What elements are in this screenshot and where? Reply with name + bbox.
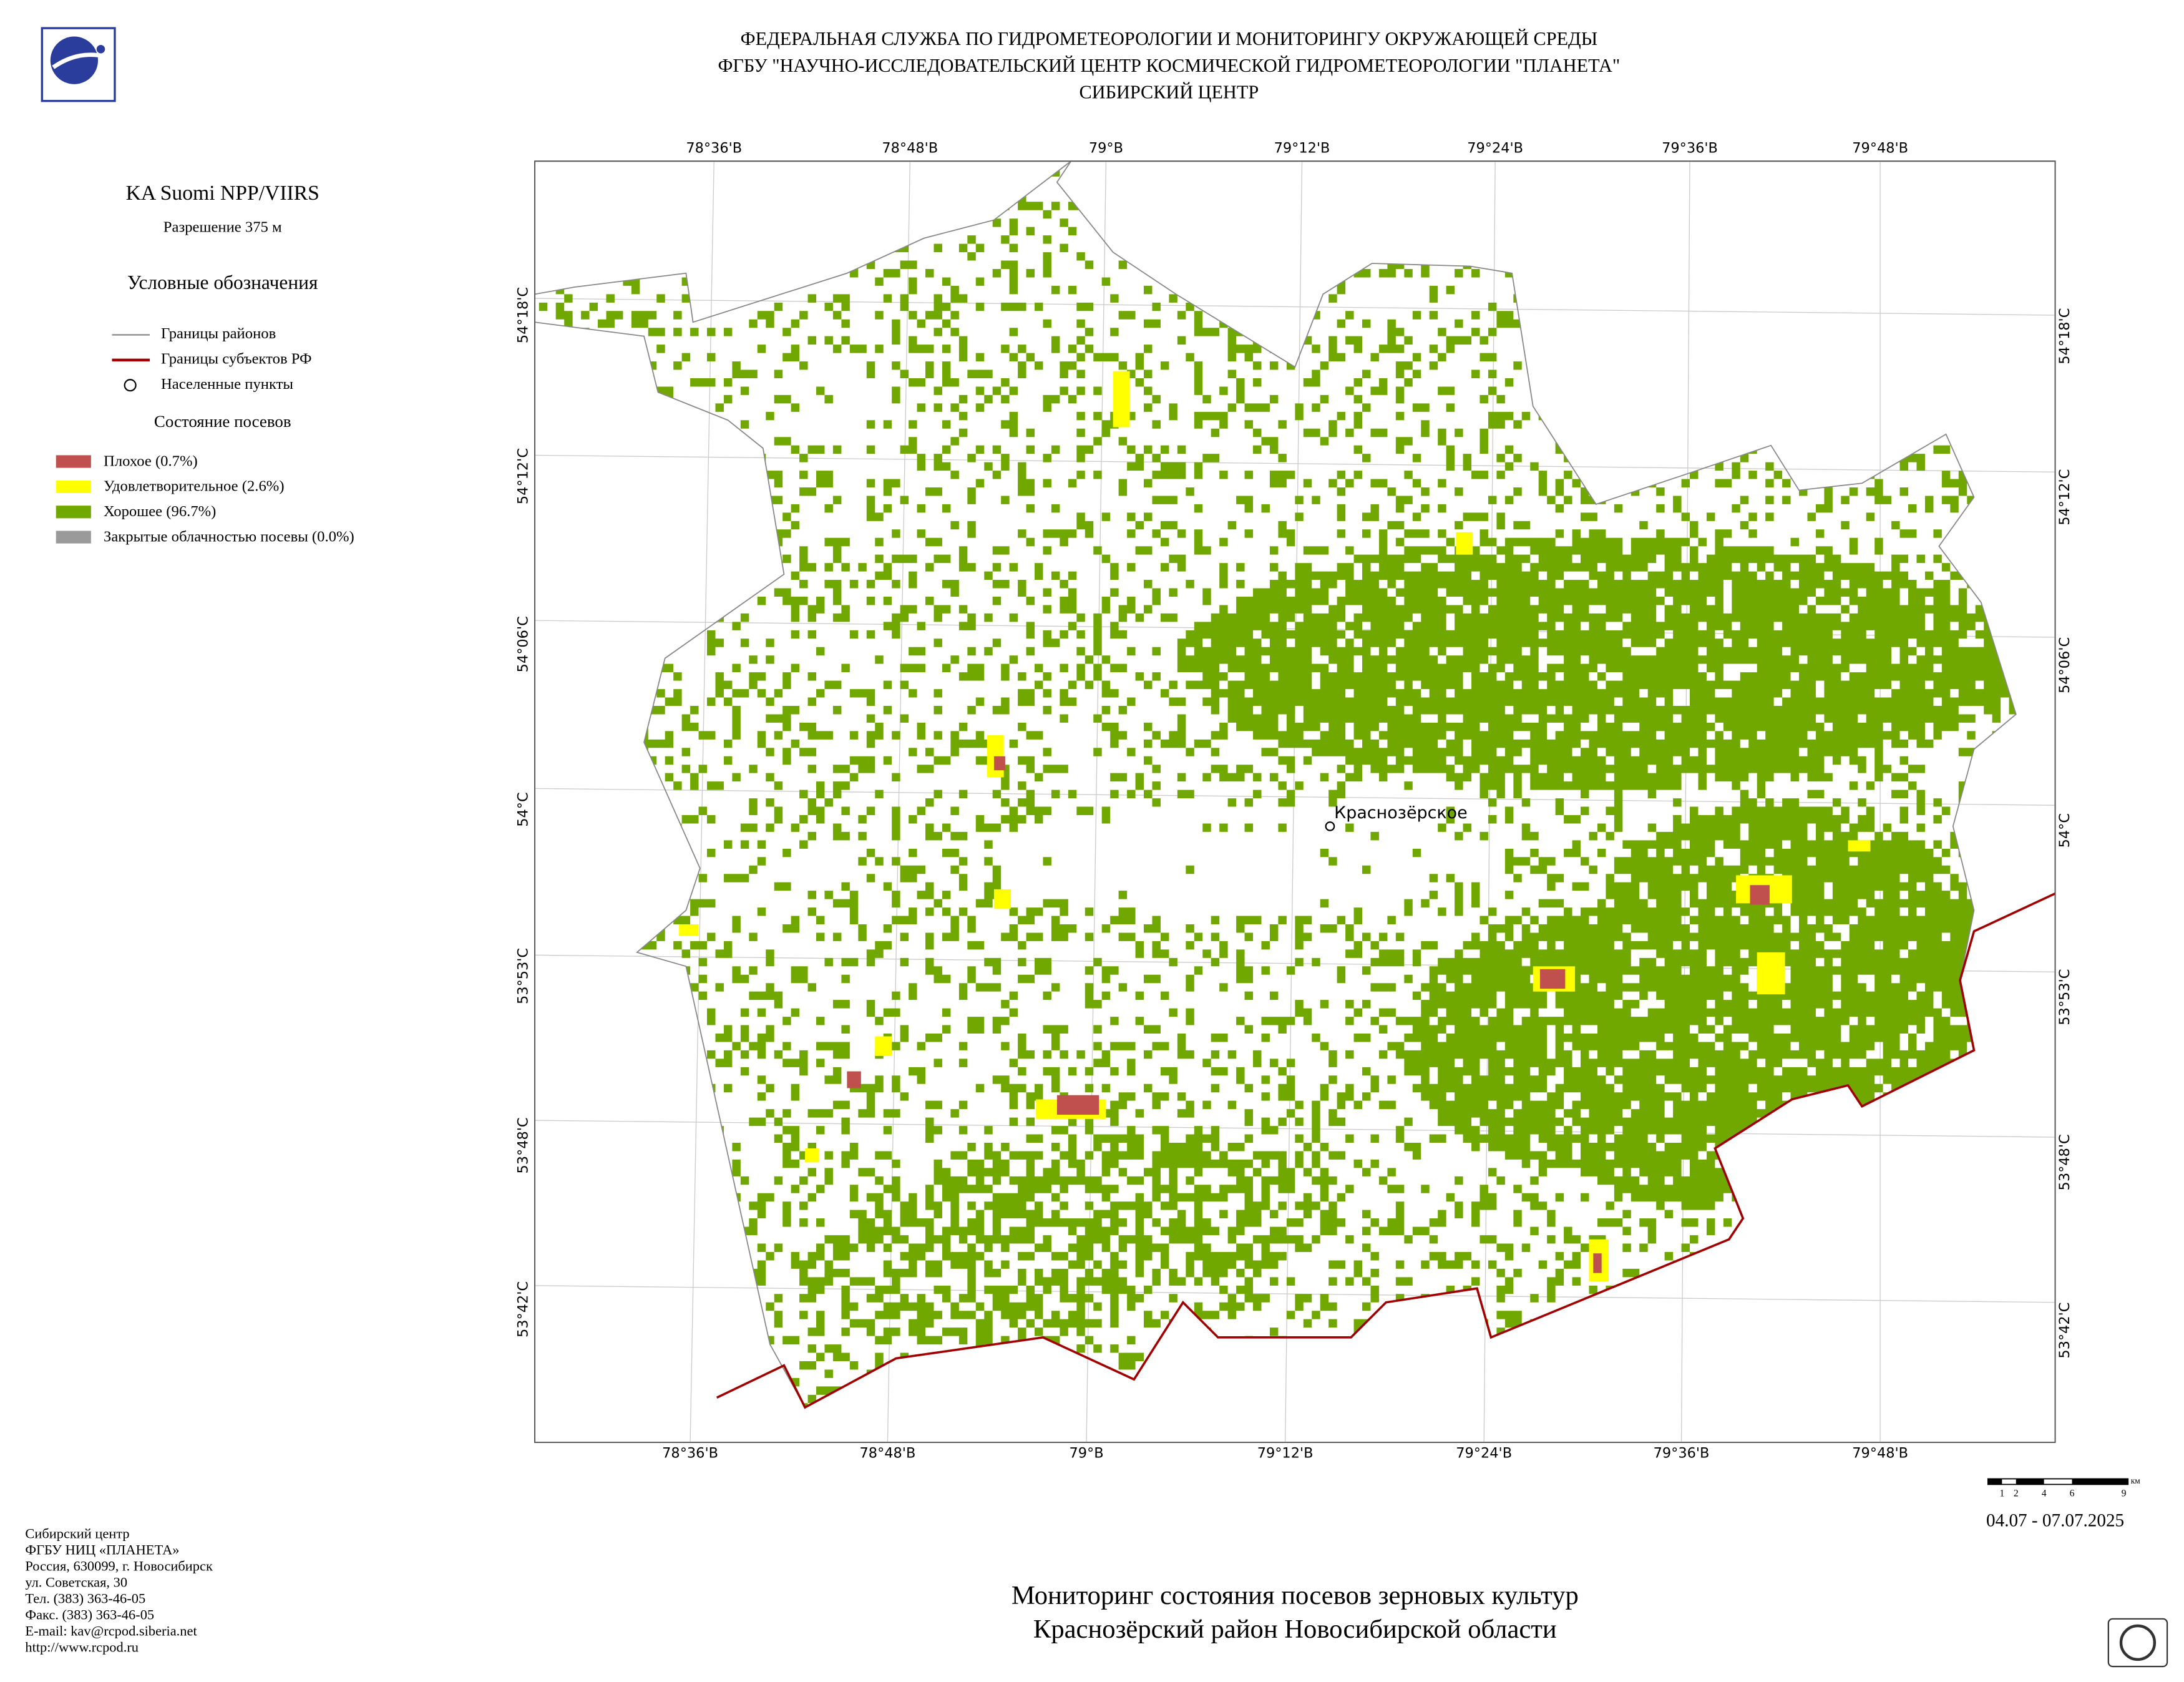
legend-item: Границы субъектов РФ (161, 350, 312, 367)
crop-item: Закрытые облачностью посевы (0.0%) (104, 528, 354, 545)
lat-label: 53°42'С (515, 1281, 532, 1337)
header-line: ФГБУ "НАУЧНО-ИССЛЕДОВАТЕЛЬСКИЙ ЦЕНТР КОС… (718, 55, 1621, 76)
satellite: KA Suomi NPP/VIIRS (126, 182, 319, 205)
footer-line: http://www.rcpod.ru (25, 1640, 139, 1655)
map-frame (534, 160, 2056, 1444)
crop-patch (1757, 952, 1785, 995)
lon-label: 79°В (1069, 1445, 1103, 1462)
lat-label: 53°53'С (515, 948, 532, 1004)
lat-label: 54°18'С (515, 287, 532, 343)
scale-unit: км (2131, 1476, 2141, 1485)
crop-patch (1056, 1095, 1099, 1115)
crop-item: Удовлетворительное (2.6%) (104, 478, 285, 495)
legend-swatch (56, 531, 91, 544)
crop-patch (1113, 371, 1130, 428)
region-border (716, 892, 2056, 1409)
lon-label: 79°36'В (1662, 140, 1718, 157)
map: Краснозёрское 78°36'В 78°48'В 79°В 79°12'В 79… (515, 140, 2073, 1462)
footer-line: ул. Советская, 30 (25, 1574, 127, 1590)
lon-label: 78°36'В (662, 1445, 718, 1462)
lon-label: 78°48'В (860, 1445, 916, 1462)
graticule (690, 161, 714, 1443)
footer-line: Россия, 630099, г. Новосибирск (25, 1558, 213, 1573)
legend-title: Условные обозначения (127, 271, 318, 293)
crop-patch (1750, 885, 1770, 905)
lat-label: 54°С (515, 792, 532, 826)
resolution: Разрешение 375 м (163, 219, 282, 236)
lon-label: 79°48'В (1852, 1445, 1908, 1462)
crop-patch (1593, 1253, 1602, 1273)
legend-swatch (56, 480, 91, 493)
crop-patch (1848, 840, 1871, 852)
lat-label: 53°48'С (2057, 1134, 2073, 1190)
crop-patch (875, 1036, 892, 1056)
footer-line: Сибирский центр (25, 1525, 129, 1541)
settlement-label: Краснозёрское (1334, 803, 1468, 823)
lat-label: 53°53'С (2057, 969, 2073, 1025)
lat-label: 54°12'С (515, 448, 532, 504)
footer-line: Тел. (383) 363-46-05 (25, 1590, 145, 1606)
graticule (535, 298, 2055, 316)
scale-bar (1987, 1478, 2129, 1485)
crop-patch (805, 1148, 819, 1163)
crop-item: Хорошее (96.7%) (104, 503, 216, 520)
lon-label: 78°36'В (686, 140, 742, 157)
date: 04.07 - 07.07.2025 (1986, 1511, 2124, 1531)
lon-label: 79°48'В (1852, 140, 1908, 157)
lon-label: 79°В (1089, 140, 1123, 157)
scale-label: 6 (2070, 1489, 2075, 1499)
lon-label: 78°48'В (882, 140, 938, 157)
lon-label: 79°12'В (1274, 140, 1330, 157)
scale-label: 9 (2122, 1489, 2127, 1499)
lon-label: 79°24'В (1456, 1445, 1512, 1462)
crop-item: Плохое (0.7%) (104, 452, 198, 469)
scale-label: 1 (1999, 1489, 2004, 1499)
footer-line: ФГБУ НИЦ «ПЛАНЕТА» (25, 1542, 179, 1557)
header-line: СИБИРСКИЙ ЦЕНТР (1080, 81, 1259, 102)
crop-patch (993, 756, 1005, 771)
legend-swatch (124, 379, 137, 392)
graticule (535, 1120, 2055, 1138)
footer-line: Факс. (383) 363-46-05 (25, 1606, 154, 1622)
header-line: ФЕДЕРАЛЬНАЯ СЛУЖБА ПО ГИДРОМЕТЕОРОЛОГИИ … (741, 28, 1597, 49)
footer-line: E-mail: kav@rcpod.siberia.net (25, 1623, 197, 1638)
lon-label: 79°36'В (1654, 1445, 1710, 1462)
lon-label: 79°24'В (1467, 140, 1523, 157)
crop-patch (993, 889, 1011, 909)
graticule (1680, 161, 1690, 1443)
lat-label: 54°12'С (2057, 469, 2073, 526)
crop-title: Состояние посевов (154, 412, 291, 431)
crop-patch (679, 924, 699, 936)
lat-label: 54°06'С (2057, 637, 2073, 693)
legend-item: Границы районов (161, 325, 276, 342)
settlement-marker (1325, 821, 1335, 831)
legend-swatch (56, 506, 91, 519)
scale-label: 2 (2014, 1489, 2019, 1499)
lat-label: 54°С (2057, 813, 2073, 848)
lat-label: 54°06'С (515, 616, 532, 672)
graticule (535, 454, 2055, 472)
legend-swatch (56, 455, 91, 468)
crop-patch (847, 1071, 861, 1088)
crop-patch (1539, 969, 1566, 989)
lon-label: 79°12'В (1257, 1445, 1314, 1462)
title-line: Мониторинг состояния посевов зерновых ку… (1012, 1581, 1579, 1610)
crop-pixels (539, 168, 2016, 1408)
lat-label: 53°42'С (2057, 1303, 2073, 1359)
good-crops (539, 168, 2016, 1408)
scale-label: 4 (2042, 1489, 2047, 1499)
lat-label: 53°48'С (515, 1117, 532, 1173)
lat-label: 54°18'С (2057, 308, 2073, 364)
logo (41, 27, 116, 102)
iso-logo (2107, 1618, 2168, 1668)
title-line: Краснозёрский район Новосибирской област… (1033, 1615, 1557, 1644)
legend-item: Населенные пункты (161, 376, 293, 393)
crop-patch (1456, 532, 1473, 555)
